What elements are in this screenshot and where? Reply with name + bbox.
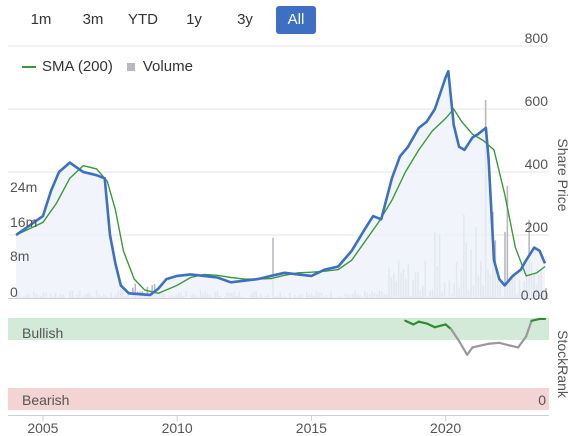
sma-legend-swatch bbox=[22, 65, 36, 68]
share-price-axis-title: Share Price bbox=[555, 138, 571, 211]
volume-tick-label: 8m bbox=[10, 248, 29, 264]
volume-bar bbox=[506, 186, 509, 298]
sma-legend-label: SMA (200) bbox=[42, 58, 113, 75]
volume-bar bbox=[504, 231, 506, 298]
x-tick-label: 2005 bbox=[27, 420, 58, 436]
rank-zero-label: 0 bbox=[538, 392, 546, 408]
bullish-label: Bullish bbox=[22, 325, 63, 341]
bullish-band bbox=[8, 318, 549, 340]
volume-legend-label: Volume bbox=[142, 58, 193, 75]
tab-all[interactable]: All bbox=[276, 6, 316, 34]
tab-1y[interactable]: 1y bbox=[186, 11, 202, 28]
stockrank-segment bbox=[449, 327, 461, 343]
x-tick-label: 2010 bbox=[162, 420, 193, 436]
chart-legend: SMA (200) Volume bbox=[22, 58, 193, 75]
volume-bar bbox=[134, 283, 137, 298]
price-tick-label: 800 bbox=[525, 30, 549, 46]
volume-tick-label: 24m bbox=[10, 179, 37, 195]
price-tick-label: 400 bbox=[525, 156, 549, 172]
price-area bbox=[16, 71, 546, 298]
tab-3m[interactable]: 3m bbox=[82, 11, 104, 28]
stockrank-segment bbox=[433, 323, 447, 329]
bearish-band bbox=[8, 388, 549, 410]
volume-legend-swatch bbox=[126, 62, 135, 71]
volume-tick-label: 16m bbox=[10, 214, 37, 230]
tab-1m[interactable]: 1m bbox=[30, 11, 52, 28]
price-tick-label: 0.00 bbox=[521, 287, 548, 303]
stockrank-segment bbox=[471, 344, 482, 349]
stockrank-axis-title: StockRank bbox=[555, 330, 571, 399]
stockrank-segment bbox=[425, 322, 436, 329]
volume-tick-label: 0 bbox=[10, 284, 18, 300]
stockrank-segment bbox=[466, 346, 474, 356]
stockrank-segment bbox=[417, 320, 428, 325]
stockrank-segment bbox=[498, 341, 512, 347]
stockrank-segment bbox=[457, 339, 469, 356]
stockrank-segment bbox=[517, 335, 528, 349]
tab-3y[interactable]: 3y bbox=[237, 11, 253, 28]
stockrank-segment bbox=[525, 319, 533, 338]
bearish-label: Bearish bbox=[22, 392, 69, 408]
stockrank-segment bbox=[508, 344, 520, 349]
volume-bar bbox=[545, 288, 547, 298]
x-tick-label: 2015 bbox=[296, 420, 327, 436]
timeframe-tabs: 1m 3m YTD 1y 3y All bbox=[14, 6, 316, 34]
tab-ytd[interactable]: YTD bbox=[128, 11, 158, 28]
price-tick-label: 200 bbox=[525, 219, 549, 235]
stockrank-segment bbox=[530, 317, 541, 322]
volume-bar bbox=[146, 286, 149, 298]
price-line bbox=[15, 69, 547, 297]
x-tick-label: 2020 bbox=[430, 420, 461, 436]
volume-bar bbox=[272, 237, 274, 298]
stockrank-segment bbox=[487, 341, 501, 345]
stockrank-segment bbox=[404, 319, 415, 326]
stockrank-segment bbox=[444, 323, 453, 331]
price-tick-label: 600 bbox=[525, 93, 549, 109]
stockrank-segment bbox=[479, 342, 490, 347]
